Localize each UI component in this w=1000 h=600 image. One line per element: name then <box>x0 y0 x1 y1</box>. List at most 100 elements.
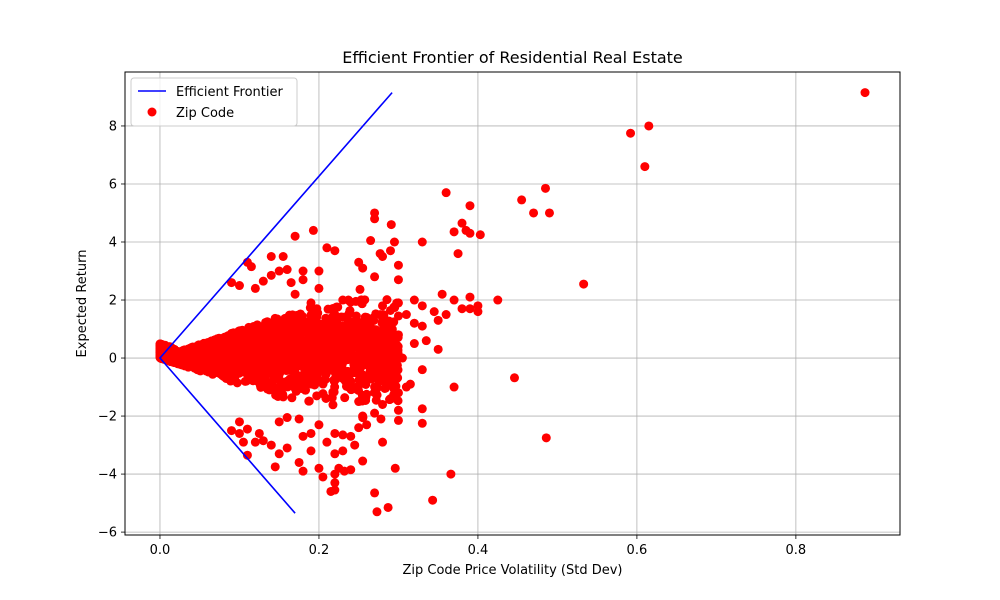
scatter-point <box>225 360 235 370</box>
scatter-point <box>383 502 393 512</box>
scatter-point <box>417 404 427 414</box>
scatter-point <box>265 359 275 369</box>
scatter-point <box>201 354 211 364</box>
scatter-point <box>262 317 272 327</box>
scatter-point <box>286 278 296 288</box>
scatter-point <box>279 333 289 343</box>
scatter-point <box>391 359 401 369</box>
scatter-point <box>227 278 237 288</box>
scatter-point <box>393 405 403 415</box>
scatter-point <box>278 392 288 402</box>
legend-marker-swatch <box>147 107 157 117</box>
scatter-point <box>328 400 338 410</box>
scatter-point <box>433 344 443 354</box>
scatter-point <box>346 431 356 441</box>
scatter-point <box>393 260 403 270</box>
scatter-point <box>244 328 254 338</box>
legend-label-zip-code: Zip Code <box>176 106 234 121</box>
scatter-point <box>314 283 324 293</box>
scatter-point <box>242 450 252 460</box>
scatter-point <box>354 423 364 433</box>
scatter-point <box>228 340 238 350</box>
scatter-point <box>389 237 399 247</box>
scatter-point <box>517 195 527 205</box>
scatter-point <box>366 374 376 384</box>
scatter-point <box>293 322 303 332</box>
scatter-point <box>285 374 295 384</box>
scatter-point <box>393 330 403 340</box>
scatter-point <box>378 437 388 447</box>
scatter-point <box>330 246 340 256</box>
scatter-point <box>308 372 318 382</box>
plot-area <box>155 88 870 517</box>
efficient-frontier-line <box>158 92 393 514</box>
scatter-point <box>465 201 475 211</box>
scatter-point <box>359 357 369 367</box>
scatter-point <box>155 342 165 352</box>
scatter-point <box>249 343 259 353</box>
scatter-point <box>354 341 364 351</box>
x-axis: 0.0 0.2 0.4 0.6 0.8 <box>150 535 806 558</box>
scatter-point <box>326 486 336 496</box>
x-tick-label: 0.2 <box>309 543 330 558</box>
scatter-point <box>378 362 388 372</box>
scatter-point <box>385 341 395 351</box>
scatter-point <box>370 272 380 282</box>
scatter-point <box>211 353 221 363</box>
scatter-point <box>541 433 551 443</box>
y-tick-label: −2 <box>98 410 117 425</box>
scatter-point <box>465 292 475 302</box>
scatter-point <box>529 208 539 218</box>
scatter-point <box>342 355 352 365</box>
scatter-point <box>335 339 345 349</box>
chart-title: Efficient Frontier of Residential Real E… <box>342 48 683 67</box>
scatter-point <box>222 370 232 380</box>
scatter-point <box>278 252 288 262</box>
scatter-point <box>465 304 475 314</box>
y-tick-label: 0 <box>109 352 117 367</box>
scatter-point <box>319 353 329 363</box>
scatter-point <box>322 243 332 253</box>
scatter-point <box>626 128 636 138</box>
scatter-point <box>417 321 427 331</box>
scatter-point <box>354 380 364 390</box>
scatter-point <box>280 361 290 371</box>
scatter-point <box>266 440 276 450</box>
scatter-point <box>367 367 377 377</box>
scatter-point <box>346 333 356 343</box>
scatter-point <box>249 365 259 375</box>
scatter-point <box>176 356 186 366</box>
scatter-point <box>330 478 340 488</box>
scatter-point <box>306 428 316 438</box>
scatter-point <box>329 376 339 386</box>
scatter-point <box>453 249 463 259</box>
scatter-point <box>232 353 242 363</box>
scatter-point <box>345 323 355 333</box>
scatter-point <box>290 289 300 299</box>
scatter-point <box>260 326 270 336</box>
scatter-point <box>457 218 467 228</box>
scatter-point <box>372 507 382 517</box>
scatter-point <box>390 463 400 473</box>
scatter-point <box>304 396 314 406</box>
scatter-point <box>234 417 244 427</box>
scatter-point <box>475 230 485 240</box>
y-axis-label: Expected Return <box>75 250 90 358</box>
scatter-point <box>338 446 348 456</box>
scatter-point <box>166 351 176 361</box>
scatter-point <box>366 236 376 246</box>
scatter-point <box>306 298 316 308</box>
scatter-point <box>385 246 395 256</box>
scatter-point <box>397 353 407 363</box>
scatter-point <box>241 336 251 346</box>
scatter-point <box>370 214 380 224</box>
scatter-point <box>429 307 439 317</box>
scatter-point <box>860 88 870 98</box>
scatter-point <box>386 328 396 338</box>
scatter-point <box>275 321 285 331</box>
y-tick-label: −4 <box>98 468 117 483</box>
scatter-point <box>288 356 298 366</box>
scatter-point <box>266 252 276 262</box>
scatter-point <box>227 426 237 436</box>
scatter-point <box>401 310 411 320</box>
